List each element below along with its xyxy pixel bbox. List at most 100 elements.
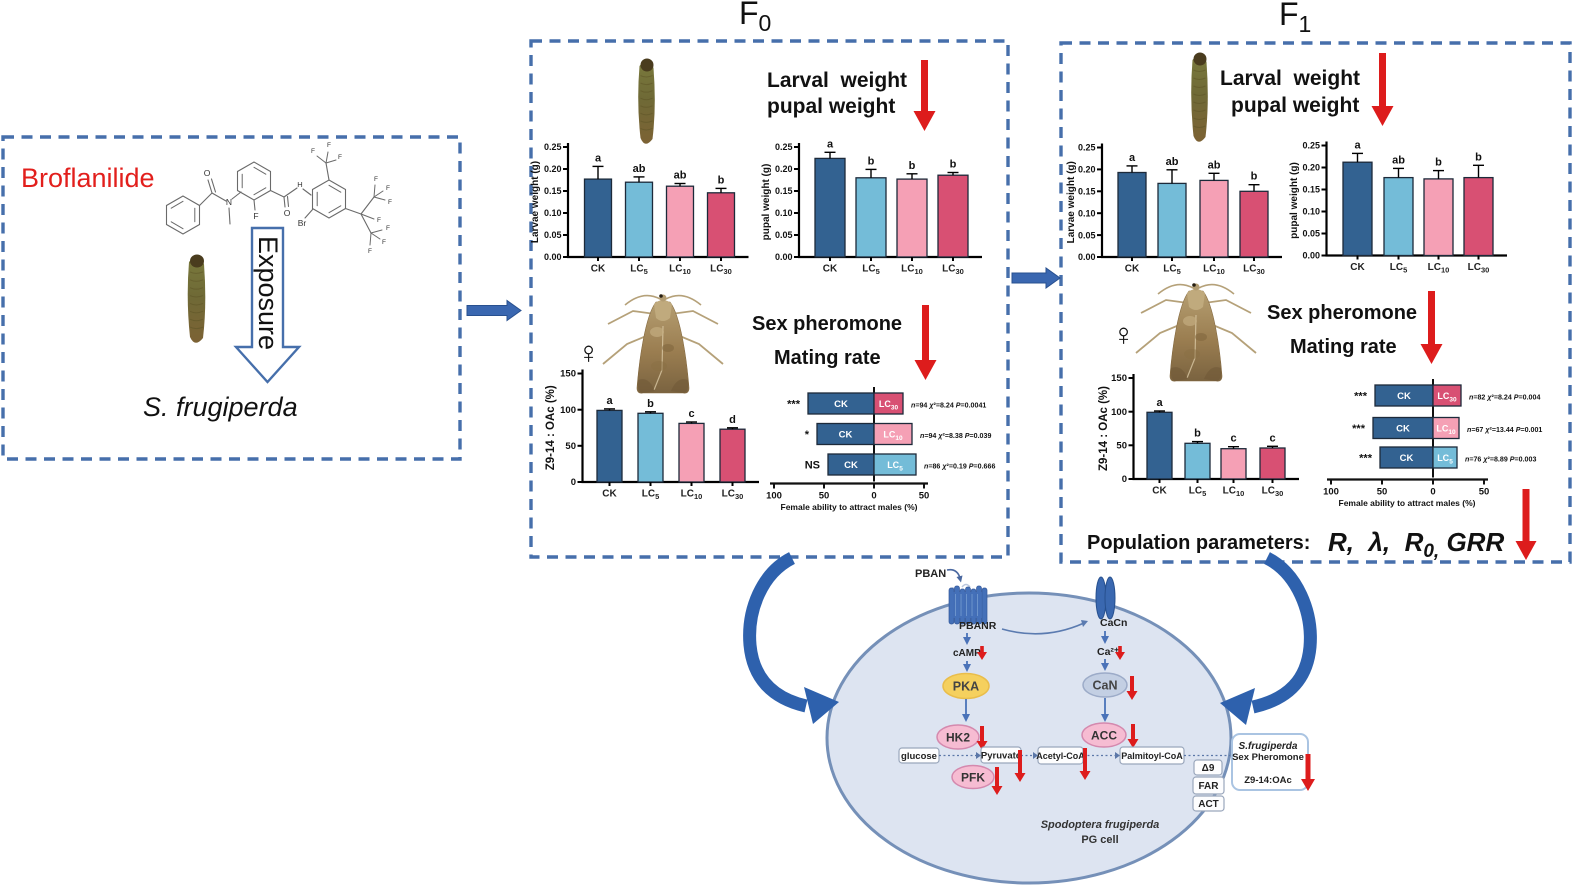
svg-text:b: b [1251,171,1258,183]
svg-text:LC10: LC10 [1428,262,1450,275]
svg-text:0.20: 0.20 [544,164,562,174]
svg-text:0: 0 [1122,474,1127,485]
svg-text:n=86 χ²=0.19 P=0.666: n=86 χ²=0.19 P=0.666 [924,463,995,471]
svg-text:50: 50 [565,441,576,452]
svg-text:50: 50 [819,491,830,502]
svg-text:CK: CK [1400,453,1414,464]
svg-text:0.10: 0.10 [1078,208,1096,218]
svg-text:b: b [1435,157,1442,169]
svg-text:Ca²⁺: Ca²⁺ [1097,646,1120,658]
svg-text:n=94 χ²=8.24 P=0.0041: n=94 χ²=8.24 P=0.0041 [911,402,986,410]
svg-text:O: O [204,168,211,178]
svg-text:CaCn: CaCn [1100,617,1127,629]
svg-text:Larvae weight (g): Larvae weight (g) [530,161,541,243]
svg-text:100: 100 [1323,487,1339,498]
svg-text:S.frugiperda: S.frugiperda [1239,741,1298,752]
svg-text:d: d [729,414,736,426]
svg-text:a: a [1156,397,1163,409]
svg-text:*: * [805,429,810,441]
svg-text:150: 150 [1111,373,1127,384]
svg-text:0: 0 [571,477,576,488]
svg-text:LC5: LC5 [1163,264,1181,277]
svg-text:ACT: ACT [1198,799,1219,810]
svg-text:ab: ab [674,170,687,182]
svg-text:n=76 χ²=8.89 P=0.003: n=76 χ²=8.89 P=0.003 [1465,456,1536,464]
svg-text:F: F [338,154,342,161]
svg-text:0.00: 0.00 [544,252,562,262]
svg-text:PBANR: PBANR [959,620,997,632]
svg-text:b: b [950,159,957,171]
svg-text:Broflanilide: Broflanilide [21,163,155,193]
svg-text:LC30: LC30 [710,264,732,277]
svg-text:0.15: 0.15 [1302,185,1320,195]
svg-text:Acetyl-CoA: Acetyl-CoA [1036,751,1085,761]
svg-text:CK: CK [1125,264,1140,275]
svg-text:0.25: 0.25 [1302,141,1320,151]
svg-text:ab: ab [1392,154,1405,166]
svg-text:b: b [868,155,875,167]
svg-text:a: a [595,152,602,164]
svg-text:c: c [1269,432,1275,444]
svg-text:0.10: 0.10 [544,208,562,218]
svg-text:Palmitoyl-CoA: Palmitoyl-CoA [1121,751,1183,761]
svg-text:ab: ab [1166,156,1179,168]
svg-text:0.15: 0.15 [775,186,793,196]
svg-text:CK: CK [834,399,848,410]
svg-text:pupal weight: pupal weight [1231,94,1359,117]
svg-text:0.00: 0.00 [1302,251,1320,261]
svg-text:Female ability to attract male: Female ability to attract males (%) [781,502,918,512]
svg-text:0.20: 0.20 [775,164,793,174]
svg-text:0.10: 0.10 [775,208,793,218]
svg-text:LC10: LC10 [1223,486,1245,499]
svg-text:F: F [388,199,392,206]
svg-text:b: b [647,398,654,410]
svg-text:***: *** [1359,453,1373,465]
svg-text:F: F [386,185,390,192]
svg-text:Exposure: Exposure [253,236,283,350]
svg-text:S. frugiperda: S. frugiperda [143,392,298,422]
svg-text:Spodoptera frugiperda: Spodoptera frugiperda [1041,819,1160,831]
svg-text:cAMP: cAMP [953,648,981,659]
svg-text:F: F [327,142,331,149]
svg-text:a: a [1354,139,1361,151]
svg-text:♀: ♀ [577,335,600,370]
svg-text:b: b [1194,428,1201,440]
svg-text:pupal weight (g): pupal weight (g) [1289,162,1300,239]
svg-text:♀: ♀ [1112,317,1135,352]
svg-text:***: *** [1354,391,1368,403]
svg-text:Larval weight: Larval weight [1220,67,1360,90]
svg-text:CK: CK [1350,262,1365,273]
svg-text:LC30: LC30 [1243,264,1265,277]
svg-text:O: O [284,208,291,218]
svg-text:F: F [311,148,315,155]
svg-text:N: N [226,197,232,207]
svg-text:a: a [827,138,834,150]
svg-text:Δ9: Δ9 [1202,763,1215,774]
svg-text:a: a [1129,152,1136,164]
svg-text:F: F [374,176,378,183]
svg-text:Z9-14 : OAc (%): Z9-14 : OAc (%) [545,385,557,470]
svg-text:0.15: 0.15 [1078,187,1096,197]
svg-text:CK: CK [823,264,838,275]
svg-text:***: *** [1352,423,1366,435]
svg-text:Mating rate: Mating rate [774,347,881,369]
svg-text:0.05: 0.05 [1302,229,1320,239]
svg-text:Z9-14 : OAc (%): Z9-14 : OAc (%) [1098,386,1110,471]
svg-text:CK: CK [1397,391,1411,402]
svg-text:ACC: ACC [1091,729,1117,743]
svg-text:50: 50 [919,491,930,502]
svg-text:F1: F1 [1279,0,1311,37]
svg-text:pupal weight (g): pupal weight (g) [761,164,772,241]
svg-text:b: b [1475,151,1482,163]
svg-text:b: b [909,160,916,172]
svg-text:Z9-14:OAc: Z9-14:OAc [1244,775,1292,786]
svg-text:0.05: 0.05 [775,230,793,240]
svg-text:***: *** [787,399,801,411]
svg-text:PFK: PFK [961,771,985,785]
svg-text:NS: NS [805,460,820,472]
svg-text:0.05: 0.05 [544,230,562,240]
svg-text:Female ability to attract male: Female ability to attract males (%) [1339,498,1476,508]
svg-text:F: F [382,239,386,246]
svg-text:Sex pheromone: Sex pheromone [1267,302,1417,324]
svg-text:PG cell: PG cell [1081,834,1118,846]
